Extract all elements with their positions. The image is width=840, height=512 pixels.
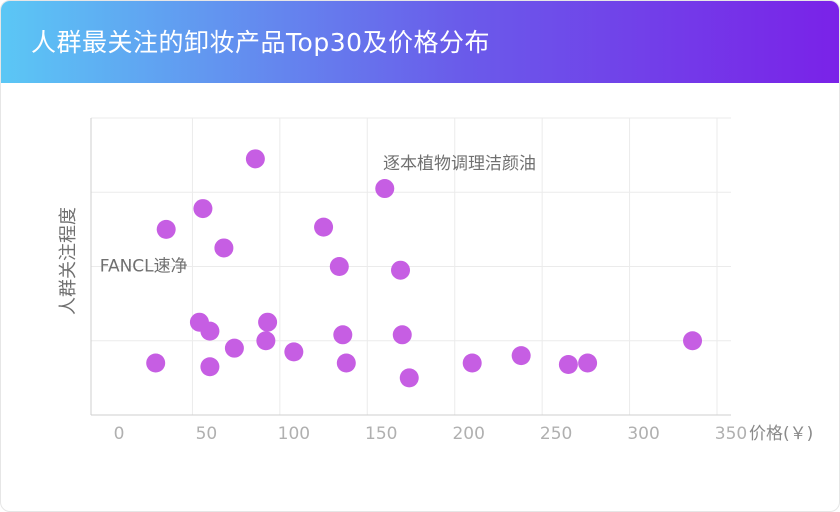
- data-point: [683, 331, 703, 351]
- chart-title: 人群最关注的卸妆产品Top30及价格分布: [31, 28, 491, 57]
- chart-grid: [91, 117, 731, 415]
- data-point: [511, 346, 531, 366]
- x-tick-label: 0: [114, 424, 125, 444]
- data-point: [399, 368, 419, 388]
- x-tick-label: 100: [278, 424, 310, 444]
- data-point: [214, 238, 234, 258]
- y-axis-label: 人群关注程度: [58, 207, 79, 315]
- data-point: [375, 179, 395, 199]
- data-point: [146, 353, 166, 373]
- x-tick-label: 250: [540, 424, 572, 444]
- data-point: [200, 321, 220, 341]
- data-point: [336, 353, 356, 373]
- x-tick-label: 350: [715, 424, 747, 444]
- data-point: [193, 199, 213, 219]
- data-points: [146, 149, 703, 388]
- data-point: [284, 342, 304, 362]
- data-point: [392, 325, 412, 345]
- data-point: [462, 353, 482, 373]
- chart-axes: [90, 118, 731, 416]
- data-point: [314, 217, 334, 237]
- data-point: [156, 219, 176, 239]
- data-point: [558, 355, 578, 375]
- x-tick-label: 300: [627, 424, 659, 444]
- data-point: [391, 260, 411, 280]
- data-point: [224, 338, 244, 358]
- data-point: [333, 325, 353, 345]
- x-axis-label: 价格(￥): [749, 424, 813, 444]
- data-point: [329, 257, 349, 276]
- x-tick-label: 200: [452, 424, 484, 444]
- data-point: [200, 357, 220, 377]
- chart-annotations: 逐本植物调理洁颜油 FANCL速净: [100, 154, 536, 276]
- chart-header: 人群最关注的卸妆产品Top30及价格分布: [1, 1, 839, 83]
- x-tick-labels: 0 50 100 150 200 250 300 350: [114, 424, 748, 444]
- x-tick-label: 50: [196, 424, 218, 444]
- data-point: [258, 312, 278, 332]
- point-annotation: 逐本植物调理洁颜油: [383, 154, 536, 174]
- data-point: [256, 331, 276, 351]
- point-annotation: FANCL速净: [100, 257, 188, 277]
- data-point: [578, 353, 598, 373]
- x-tick-label: 150: [365, 424, 397, 444]
- data-point: [245, 149, 265, 169]
